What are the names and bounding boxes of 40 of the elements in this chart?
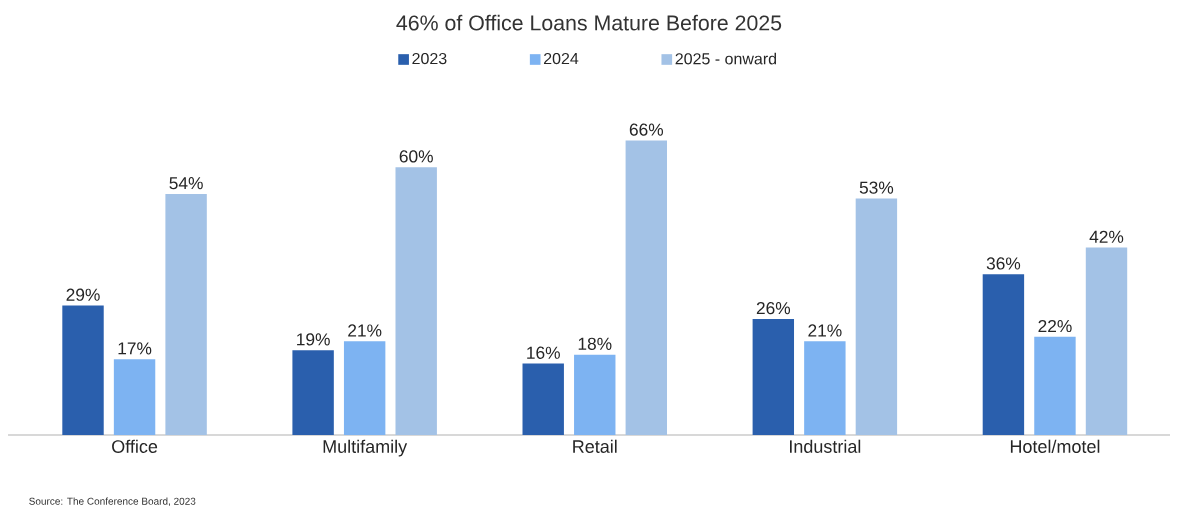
- bar: [1034, 336, 1076, 435]
- data-label: 16%: [527, 346, 560, 359]
- data-label: 36%: [986, 257, 1021, 270]
- source-note: Source: The Conference Board, 2023: [29, 497, 196, 506]
- data-label: 53%: [859, 181, 894, 194]
- data-label: 66%: [629, 123, 664, 136]
- x-tick-label: Multifamily: [323, 439, 408, 457]
- legend-label: 2025 - onward: [675, 52, 777, 65]
- data-label: 54%: [169, 177, 203, 190]
- bar: [982, 274, 1025, 435]
- chart-title: 46% of Office Loans Mature Before 2025: [396, 14, 782, 31]
- x-tick-label: Retail: [573, 439, 617, 453]
- data-label: 19%: [297, 333, 330, 346]
- bar: [625, 140, 668, 435]
- x-tick-label: Hotel/motel: [1010, 439, 1100, 453]
- data-label: 21%: [808, 324, 842, 337]
- bar: [395, 167, 437, 435]
- bar: [574, 354, 616, 435]
- bar: [522, 363, 564, 435]
- x-tick-label: Industrial: [789, 439, 861, 453]
- legend-label: 2023: [412, 52, 447, 65]
- bar: [343, 341, 386, 435]
- data-label: 29%: [66, 288, 100, 301]
- bar: [855, 198, 898, 435]
- data-label: 17%: [118, 342, 152, 355]
- data-label: 60%: [399, 150, 433, 163]
- bar: [113, 359, 156, 435]
- data-label: 26%: [756, 301, 791, 315]
- bar: [165, 194, 207, 435]
- legend-label: 2024: [543, 52, 579, 65]
- data-label: 42%: [1089, 230, 1124, 243]
- data-label: 18%: [578, 337, 612, 350]
- bar: [292, 350, 334, 435]
- x-tick-label: Office: [112, 439, 158, 453]
- bar: [62, 305, 104, 435]
- bar: [1085, 247, 1128, 435]
- bar: [804, 341, 846, 435]
- data-label: 22%: [1038, 319, 1072, 333]
- bar: [752, 318, 795, 435]
- data-label: 21%: [348, 324, 382, 337]
